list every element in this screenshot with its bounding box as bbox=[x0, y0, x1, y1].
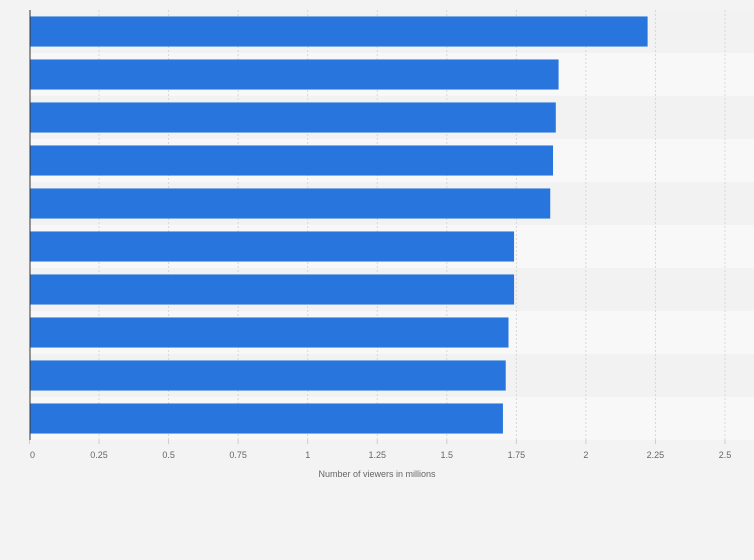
x-tick-label: 1.75 bbox=[508, 450, 526, 460]
x-tick-label: 0.75 bbox=[229, 450, 247, 460]
x-tick-label: 1.5 bbox=[441, 450, 454, 460]
bar[interactable] bbox=[30, 102, 556, 133]
x-tick-label: 0 bbox=[30, 450, 35, 460]
x-tick-label: 0.25 bbox=[90, 450, 108, 460]
x-tick-label: 0.5 bbox=[162, 450, 175, 460]
bar[interactable] bbox=[30, 231, 515, 262]
x-axis-label: Number of viewers in millions bbox=[318, 469, 436, 479]
x-tick-label: 2.25 bbox=[647, 450, 665, 460]
bar[interactable] bbox=[30, 274, 515, 305]
x-tick-label: 2 bbox=[583, 450, 588, 460]
bar[interactable] bbox=[30, 403, 503, 434]
bar[interactable] bbox=[30, 360, 506, 391]
x-tick-label: 1 bbox=[305, 450, 310, 460]
bar[interactable] bbox=[30, 188, 551, 219]
bar[interactable] bbox=[30, 59, 559, 90]
x-tick-label: 1.25 bbox=[368, 450, 386, 460]
bar[interactable] bbox=[30, 317, 509, 348]
x-tick-label: 2.5 bbox=[719, 450, 732, 460]
bar[interactable] bbox=[30, 145, 554, 176]
bar[interactable] bbox=[30, 16, 648, 47]
